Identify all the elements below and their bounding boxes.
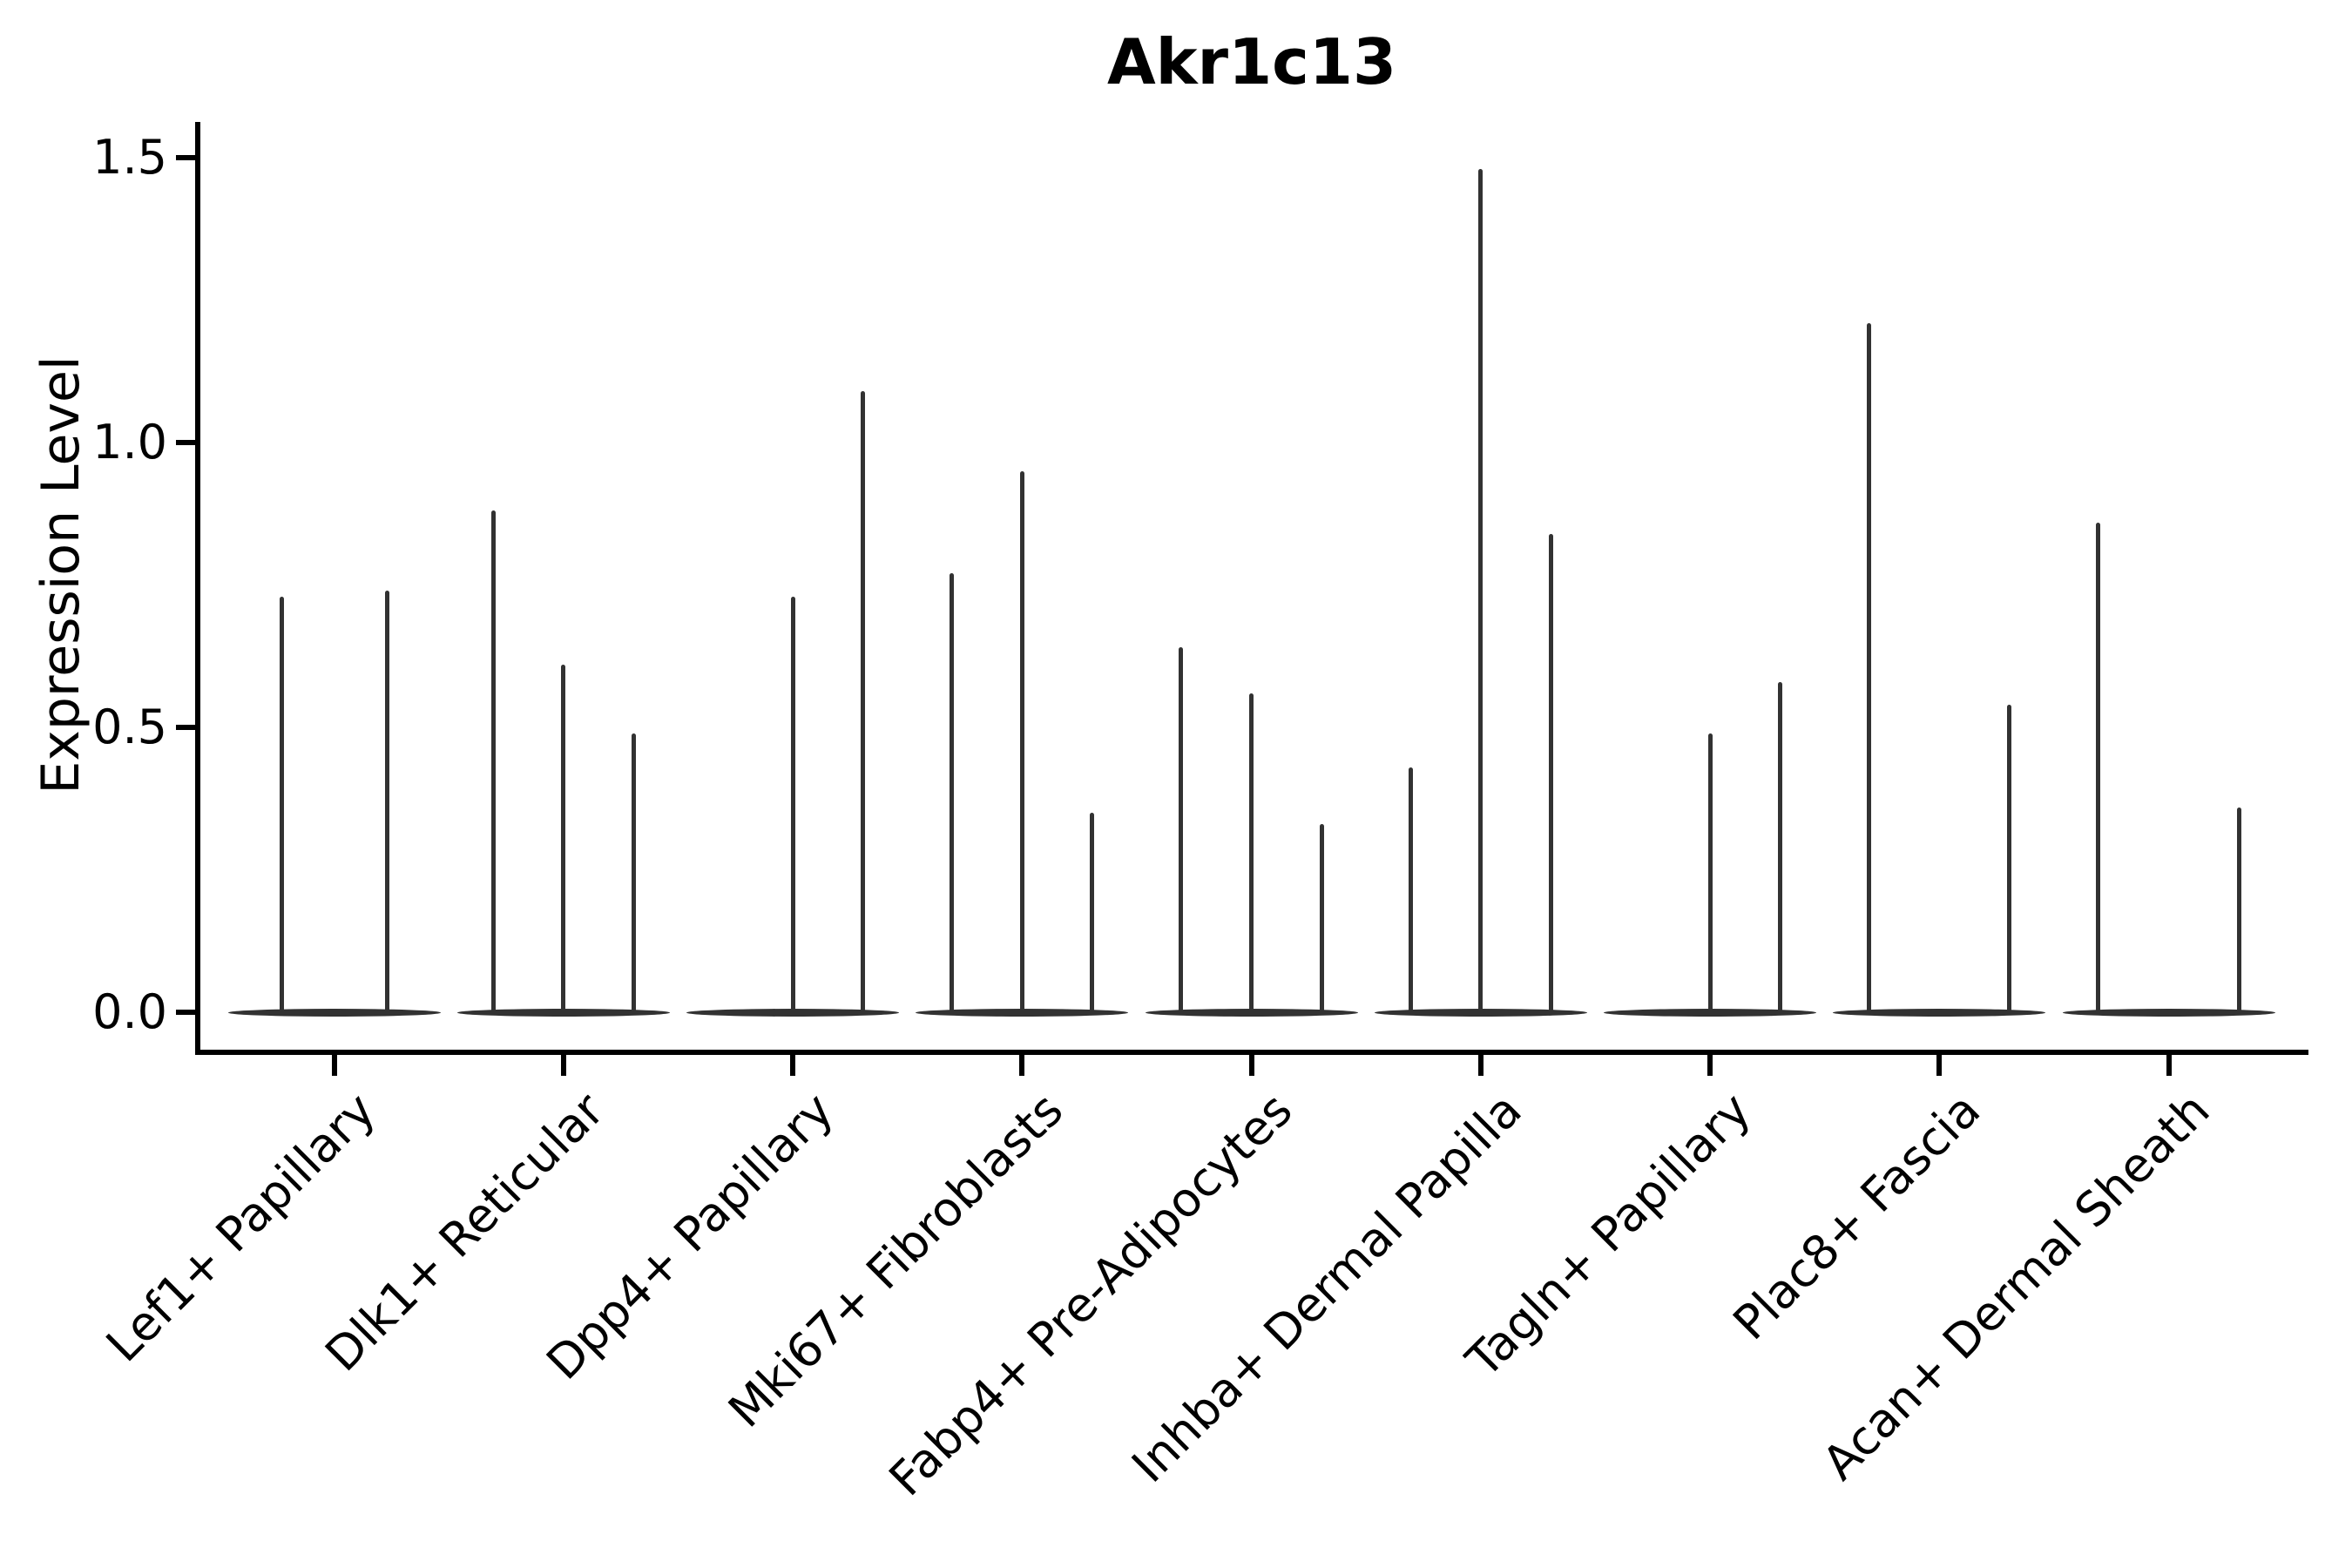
violin-spike: [1249, 693, 1254, 1014]
y-tick-mark: [176, 1010, 195, 1015]
x-tick-mark: [2166, 1055, 2172, 1076]
plot-title: Akr1c13: [1106, 25, 1397, 98]
violin-spike: [1778, 681, 1783, 1014]
violin-spike: [790, 596, 795, 1014]
violin-spike: [1707, 733, 1713, 1014]
y-tick-label: 1.5: [92, 130, 167, 185]
x-axis-category-label: Inhba+ Dermal Papilla: [1121, 1082, 1532, 1493]
violin-spike: [2007, 704, 2012, 1014]
x-axis-category-label: Acan+ Dermal Sheath: [1812, 1082, 2220, 1490]
x-axis-category-label: Fabp4+ Pre-Adipocytes: [878, 1082, 1303, 1507]
plot-area: [195, 122, 2308, 1055]
y-tick-mark: [176, 440, 195, 445]
x-tick-mark: [560, 1055, 566, 1076]
y-tick-label: 0.5: [92, 700, 167, 754]
x-tick-mark: [331, 1055, 337, 1076]
violin-spike: [950, 573, 955, 1014]
violin-spike: [384, 591, 389, 1014]
x-tick-mark: [1248, 1055, 1254, 1076]
x-tick-mark: [1936, 1055, 1943, 1076]
violin-spike: [1548, 533, 1553, 1014]
x-tick-mark: [1477, 1055, 1484, 1076]
violin-spike: [861, 391, 866, 1014]
violin-spike: [1478, 169, 1484, 1014]
y-axis-label: Expression Level: [30, 355, 91, 794]
violin-baseline: [1833, 1008, 2046, 1017]
x-axis-category-label: Plac8+ Fascia: [1722, 1082, 1991, 1351]
violin-spike: [490, 510, 496, 1014]
violin-spike: [561, 665, 566, 1014]
x-tick-mark: [790, 1055, 795, 1076]
violin-spike: [1179, 647, 1184, 1014]
violin-baseline: [2062, 1008, 2275, 1017]
violin-spike: [1408, 767, 1413, 1014]
violin-spike: [2236, 807, 2241, 1014]
x-tick-mark: [1707, 1055, 1713, 1076]
x-tick-mark: [1019, 1055, 1025, 1076]
violin-spike: [279, 596, 284, 1014]
violin-spike: [2096, 522, 2101, 1014]
violin-spike: [631, 733, 636, 1014]
violin-spike: [1090, 813, 1095, 1014]
y-tick-label: 0.0: [92, 984, 167, 1039]
violin-spike: [1019, 470, 1024, 1014]
y-tick-mark: [176, 155, 195, 160]
y-tick-label: 1.0: [92, 415, 167, 470]
violin-spike: [1319, 824, 1324, 1014]
violin-baseline: [227, 1008, 441, 1017]
violin-spike: [1867, 322, 1872, 1014]
y-tick-mark: [176, 725, 195, 730]
